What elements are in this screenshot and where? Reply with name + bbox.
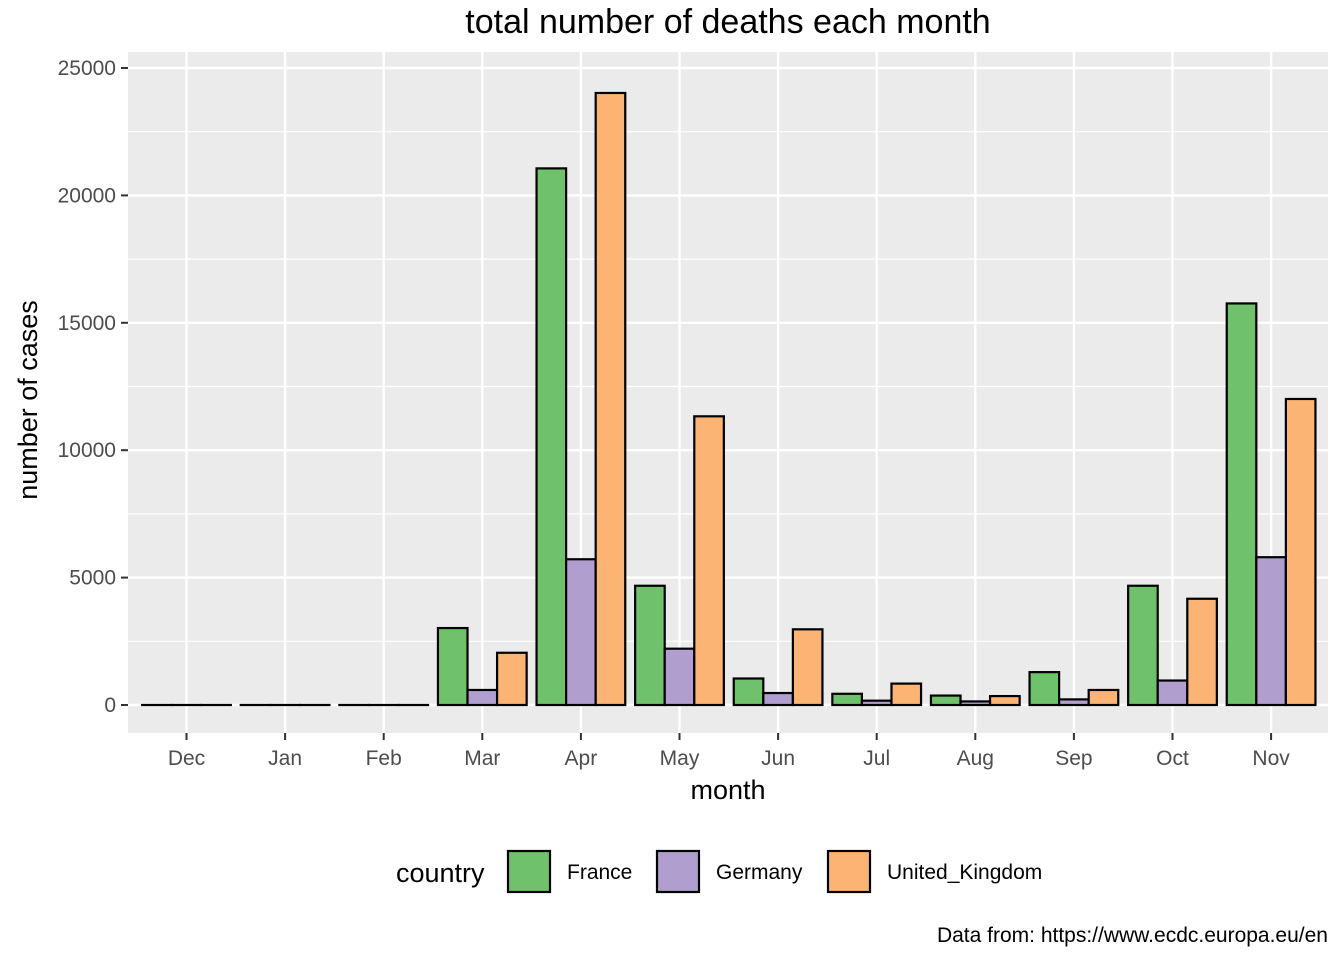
legend-label-france: France (567, 861, 632, 884)
y-tick-label: 25000 (58, 57, 116, 80)
bar-united-kingdom-sep (1087, 688, 1120, 707)
bar-germany-jul (860, 699, 893, 707)
legend-label-germany: Germany (716, 861, 803, 884)
bar-germany-mar (466, 688, 499, 707)
bar-france-oct (1127, 584, 1159, 707)
bar-united-kingdom-mar (495, 651, 528, 707)
chart-title: total number of deaths each month (465, 3, 990, 41)
x-tick-label: Jan (268, 747, 302, 770)
x-tick-label: Jul (863, 747, 890, 770)
major-gridlines (128, 52, 1328, 733)
bar-france-jun (732, 677, 765, 707)
bar-france-apr (535, 167, 568, 707)
x-tick-label: Sep (1055, 747, 1092, 770)
y-tick-label: 10000 (58, 439, 116, 462)
y-axis-title: number of cases (13, 300, 43, 500)
bar-france-mar (436, 626, 469, 707)
caption: Data from: https://www.ecdc.europa.eu/en (937, 924, 1328, 947)
bar-united-kingdom-may (693, 415, 725, 707)
bar-france-jul (831, 692, 864, 707)
bar-united-kingdom-aug (988, 694, 1021, 707)
bar-germany-oct (1156, 679, 1189, 707)
legend-key-united-kingdom (826, 849, 872, 894)
y-axis: 0 5000 10000 15000 20000 25000 (58, 57, 128, 717)
legend-key-germany (655, 849, 701, 894)
y-tick-label: 0 (104, 694, 116, 717)
x-tick-label: Dec (168, 747, 205, 770)
bar-germany-sep (1058, 698, 1090, 707)
x-tick-label: May (660, 747, 700, 770)
bar-germany-may (663, 647, 696, 707)
x-tick-label: Jun (761, 747, 795, 770)
bar-germany-jun (762, 691, 794, 707)
legend-label-united-kingdom: United_Kingdom (887, 861, 1042, 884)
legend-key-france (506, 849, 552, 894)
bar-france-aug (929, 694, 962, 707)
x-tick-label: Nov (1252, 747, 1290, 770)
x-axis-title: month (690, 775, 765, 805)
x-tick-label: Oct (1156, 747, 1189, 770)
x-tick-label: Mar (464, 747, 500, 770)
bar-france-nov (1225, 302, 1258, 707)
bar-united-kingdom-nov (1284, 397, 1317, 707)
x-tick-label: Aug (957, 747, 994, 770)
bars (141, 91, 1317, 707)
y-tick-label: 5000 (69, 567, 116, 590)
bar-germany-aug (959, 700, 992, 707)
y-tick-label: 20000 (58, 184, 116, 207)
x-tick-label: Apr (565, 747, 598, 770)
bar-united-kingdom-oct (1186, 597, 1218, 707)
bar-france-may (634, 584, 666, 707)
bar-germany-apr (565, 558, 597, 707)
legend-title: country (396, 858, 485, 888)
x-axis: Dec Jan Feb Mar Apr May Jun Jul Aug Sep Oct Nov (168, 733, 1290, 770)
x-tick-label: Feb (366, 747, 402, 770)
legend: country France Germany United_Kingdom (396, 849, 1042, 894)
bar-united-kingdom-apr (594, 91, 627, 707)
y-tick-label: 15000 (58, 312, 116, 335)
bar-germany-nov (1255, 556, 1287, 707)
bar-france-sep (1028, 671, 1061, 707)
bar-united-kingdom-jul (890, 682, 923, 707)
bar-united-kingdom-jun (791, 628, 824, 707)
